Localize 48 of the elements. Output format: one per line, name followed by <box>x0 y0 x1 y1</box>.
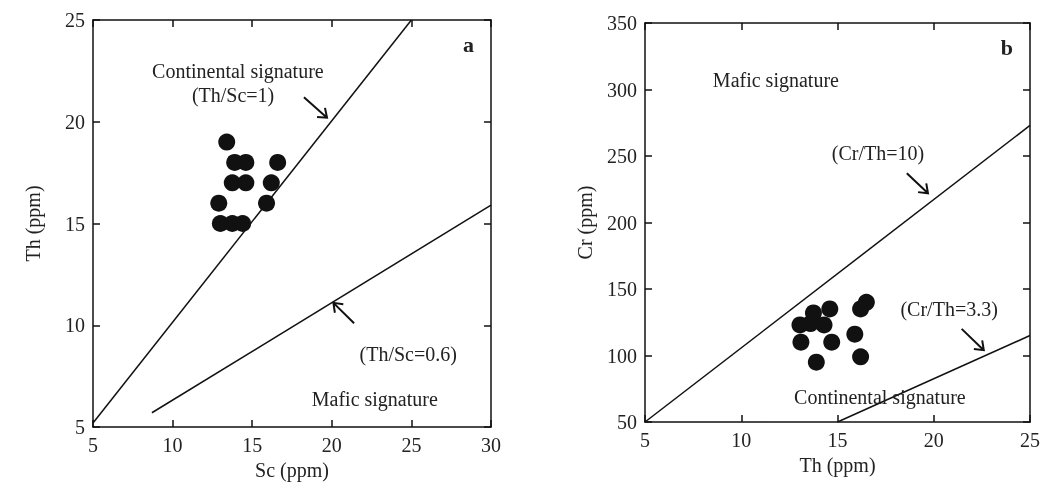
annotation: (Cr/Th=3.3) <box>900 297 998 321</box>
point <box>821 300 839 318</box>
annotation: (Th/Sc=1) <box>191 84 275 108</box>
text: b <box>1000 34 1014 60</box>
x-tick-label: 20 <box>923 429 944 451</box>
point <box>258 194 276 212</box>
y-tick-label: 300 <box>607 78 637 101</box>
annotation: (Cr/Th=10) <box>831 142 925 166</box>
x-tick-label: 10 <box>162 434 183 456</box>
point <box>237 174 255 192</box>
x-tick-label: 15 <box>242 434 263 456</box>
y-tick-label: 100 <box>607 344 637 367</box>
x-tick-label: 25 <box>1020 429 1040 451</box>
x-tick-label: 25 <box>401 434 422 456</box>
annotation: Continental signature <box>794 385 966 409</box>
y-tick-label: 250 <box>607 145 637 167</box>
x-tick-label: 15 <box>827 429 848 451</box>
point <box>218 133 236 151</box>
point <box>852 348 870 366</box>
point <box>823 333 841 351</box>
point <box>857 293 875 311</box>
point <box>846 325 864 343</box>
x-tick-label: 30 <box>481 434 501 456</box>
annotation: Continental signature <box>152 59 324 83</box>
y-tick-label: 50 <box>617 411 637 433</box>
y-axis-title: Th (ppm) <box>22 185 45 262</box>
annotation: Mafic signature <box>712 69 840 93</box>
annotation: (Th/Sc=0.6) <box>359 342 457 366</box>
y-tick-label: 15 <box>65 212 85 235</box>
y-tick-label: 150 <box>607 278 637 300</box>
y-tick-label: 20 <box>65 110 85 133</box>
point <box>210 194 228 212</box>
y-tick-label: 200 <box>607 211 637 234</box>
y-tick-label: 350 <box>607 12 637 34</box>
point <box>807 353 825 371</box>
y-tick-label: 25 <box>65 9 85 31</box>
x-tick-label: 20 <box>321 434 342 456</box>
point <box>269 153 287 171</box>
y-tick-label: 10 <box>65 314 85 337</box>
x-axis-title: Sc (ppm) <box>255 458 329 482</box>
text: a <box>463 31 474 57</box>
y-axis-title: Cr (ppm) <box>574 185 597 260</box>
point <box>262 174 280 192</box>
point <box>792 333 810 351</box>
annotation: Mafic signature <box>311 387 438 411</box>
x-axis-title: Th (ppm) <box>799 453 876 477</box>
point <box>815 316 833 334</box>
x-tick-label: 10 <box>731 429 752 451</box>
